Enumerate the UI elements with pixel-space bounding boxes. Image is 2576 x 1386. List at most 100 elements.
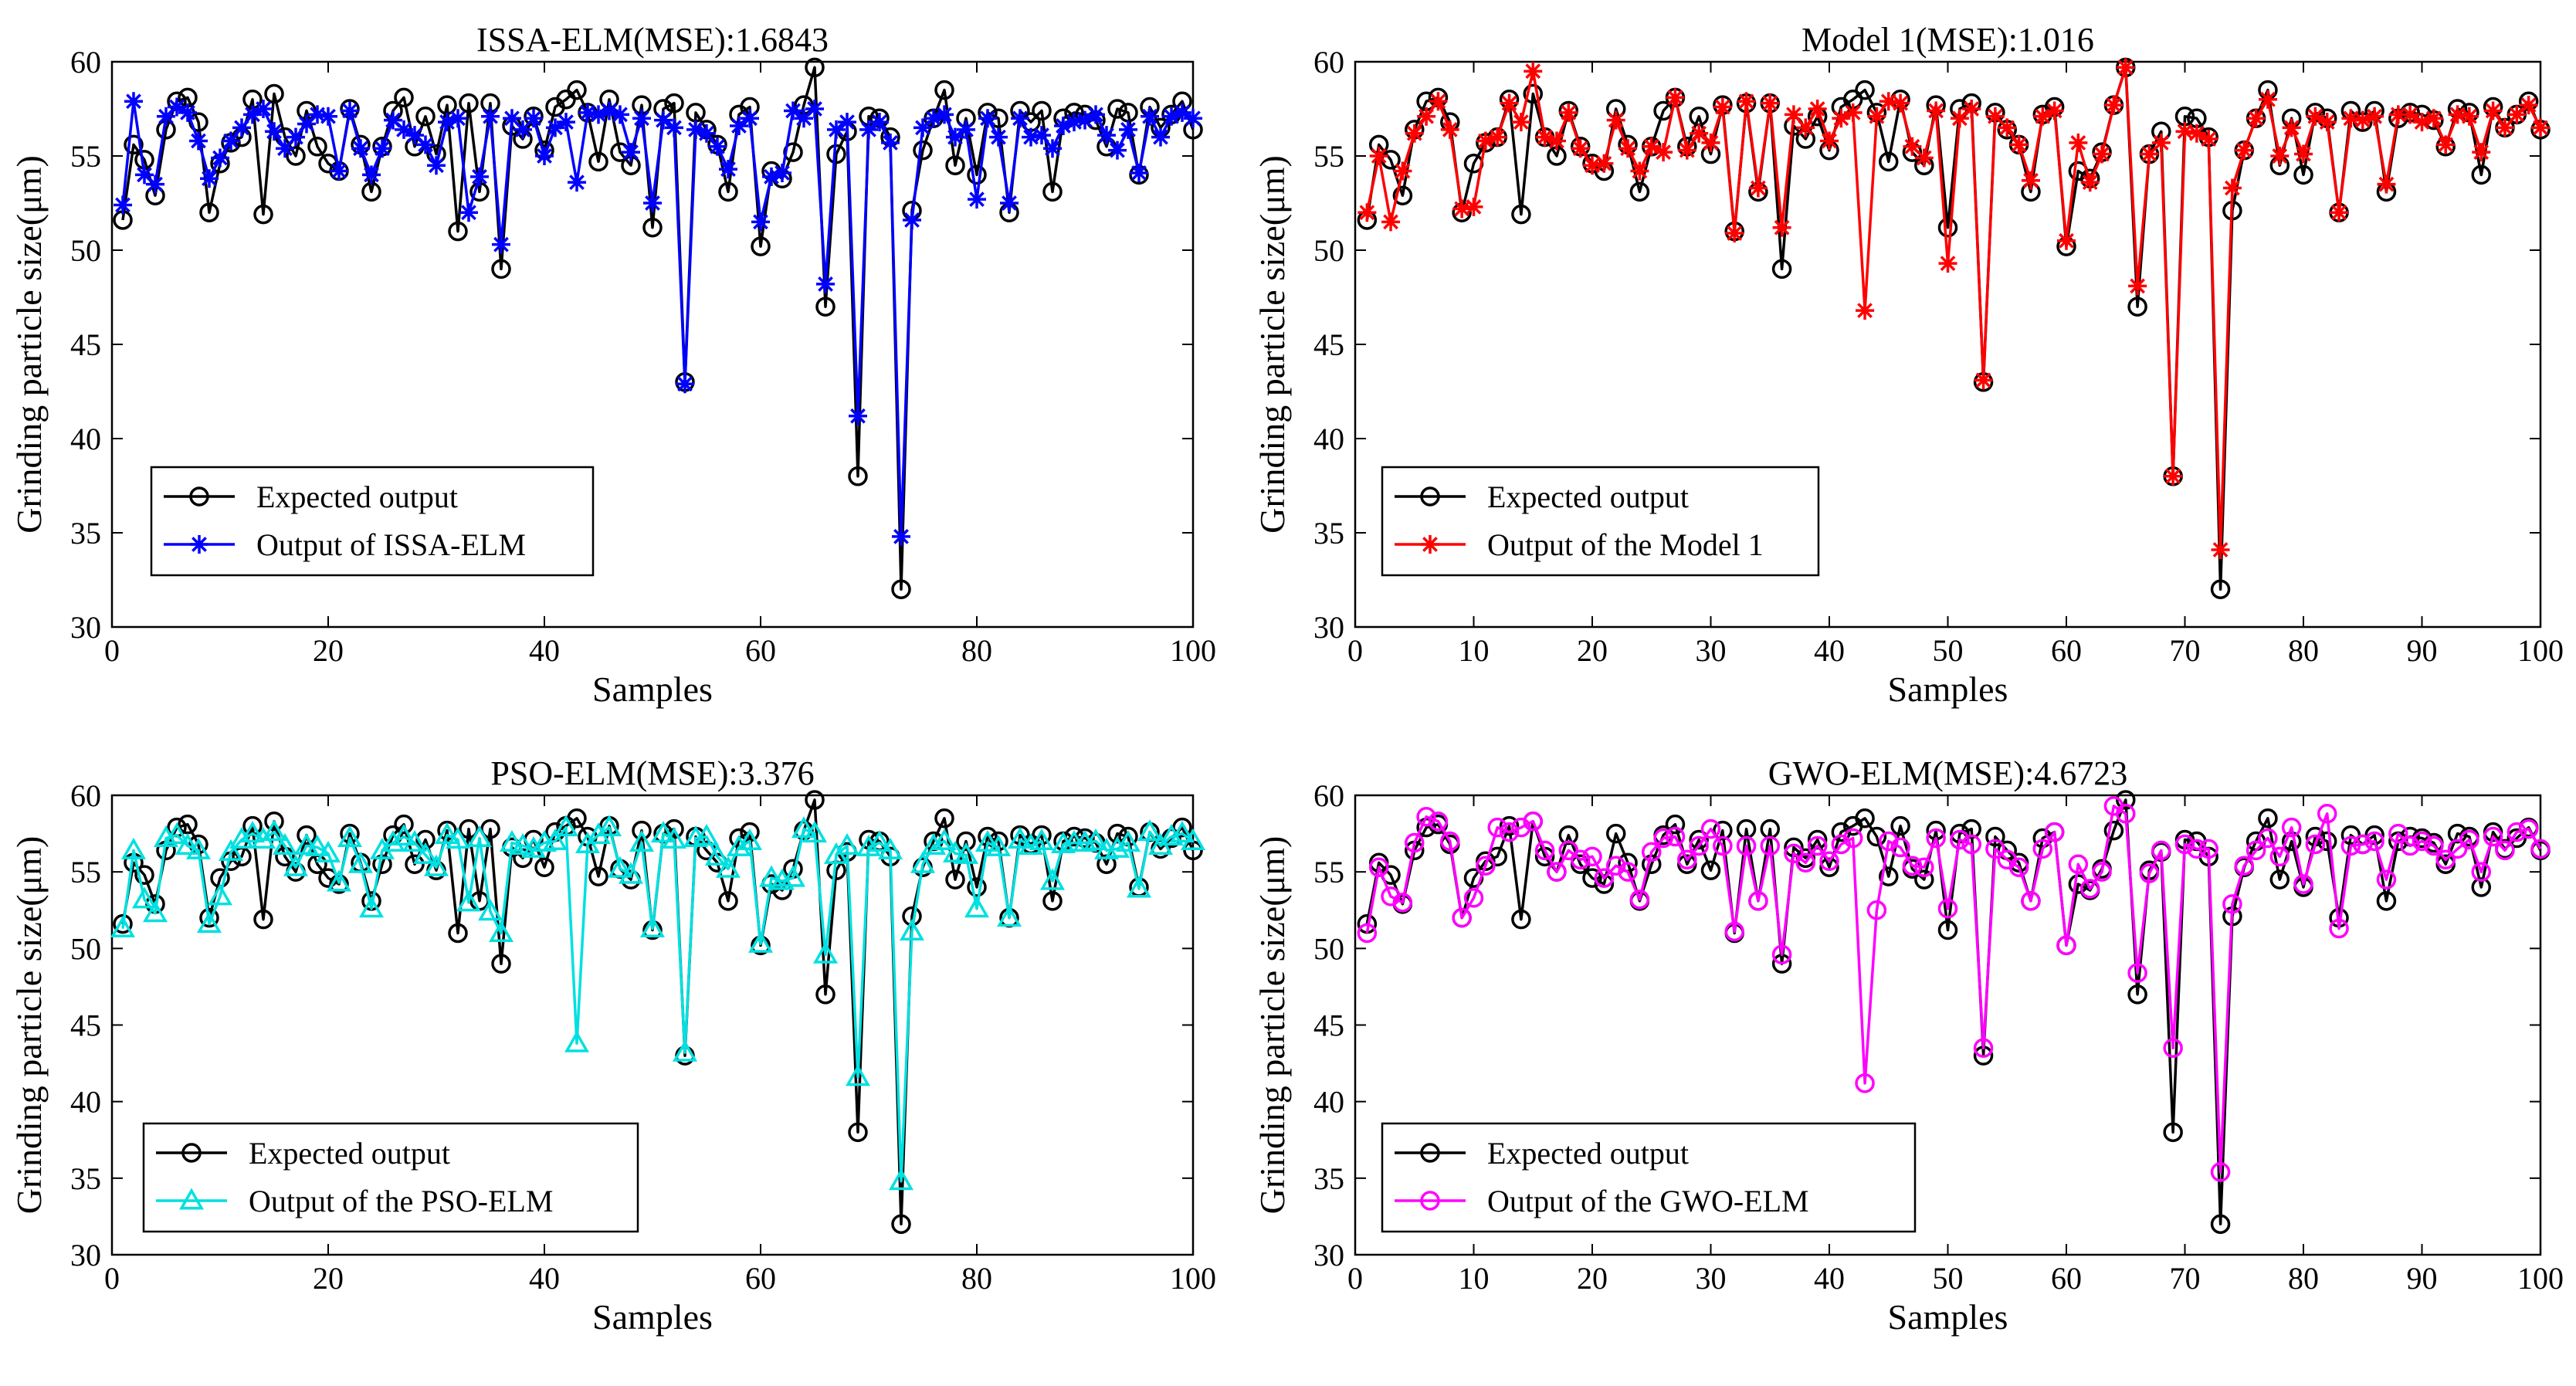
- data-point: [1974, 371, 1993, 390]
- data-point: [470, 167, 489, 186]
- data-point: [1748, 178, 1768, 198]
- data-point: [1368, 857, 1389, 877]
- data-point: [1126, 876, 1152, 898]
- data-point: [1961, 834, 1981, 855]
- x-tick-label: 20: [313, 1261, 344, 1296]
- data-point: [1417, 107, 1436, 126]
- data-point: [1029, 828, 1055, 850]
- data-point: [456, 890, 482, 912]
- data-point: [2069, 133, 2088, 152]
- data-point: [2258, 90, 2277, 109]
- data-point: [557, 113, 575, 132]
- data-point: [2518, 818, 2539, 839]
- data-point: [1866, 826, 1887, 847]
- data-point: [146, 175, 164, 194]
- chart-title: GWO-ELM(MSE):4.6723: [1768, 754, 2128, 792]
- data-point: [199, 202, 219, 222]
- data-point: [588, 866, 608, 886]
- data-point: [1042, 891, 1063, 911]
- data-point: [964, 896, 990, 918]
- data-point: [607, 856, 633, 878]
- data-point: [2235, 141, 2254, 160]
- data-point: [1104, 835, 1130, 858]
- chart-title: ISSA-ELM(MSE):1.6843: [476, 21, 829, 59]
- data-point: [935, 105, 954, 124]
- data-point: [253, 204, 273, 225]
- data-point: [1605, 823, 1626, 844]
- data-point: [1950, 829, 1970, 850]
- data-point: [1713, 835, 1733, 856]
- data-point: [2531, 118, 2550, 137]
- data-point: [211, 148, 229, 168]
- data-point: [827, 120, 846, 139]
- series-line: [1365, 66, 2542, 551]
- data-point: [856, 834, 882, 856]
- data-point: [848, 1122, 868, 1143]
- y-axis-label: Grinding particle size(μm): [1252, 836, 1292, 1215]
- data-point: [1558, 825, 1579, 845]
- data-point: [445, 826, 471, 849]
- legend-marker: [1421, 535, 1439, 554]
- data-point: [1511, 113, 1530, 132]
- data-point: [567, 80, 587, 100]
- data-point: [589, 105, 608, 124]
- data-point: [2045, 101, 2064, 120]
- x-tick-label: 0: [104, 1261, 120, 1296]
- data-point: [2340, 835, 2361, 856]
- data-point: [751, 236, 771, 256]
- data-point: [632, 820, 652, 841]
- data-point: [232, 118, 251, 137]
- data-point: [394, 87, 414, 108]
- data-point: [347, 851, 374, 873]
- data-point: [2341, 109, 2361, 128]
- y-tick-label: 30: [1313, 610, 1344, 645]
- data-point: [438, 113, 456, 132]
- data-point: [578, 103, 597, 122]
- x-tick-label: 100: [1170, 633, 1216, 668]
- data-point: [2519, 96, 2538, 115]
- data-point: [686, 120, 705, 139]
- data-point: [639, 916, 666, 938]
- data-point: [1700, 860, 1721, 880]
- data-point: [2211, 540, 2230, 559]
- data-point: [488, 920, 514, 942]
- x-axis-label: Samples: [1888, 1297, 2008, 1337]
- data-point: [741, 109, 759, 128]
- legend-marker: [1420, 1143, 1440, 1163]
- data-point: [1523, 83, 1543, 104]
- data-point: [1926, 828, 1946, 849]
- data-point: [480, 818, 500, 839]
- data-point: [632, 109, 651, 128]
- data-point: [945, 155, 965, 175]
- series-line: [121, 825, 1195, 1183]
- x-tick-label: 60: [745, 1261, 776, 1296]
- legend-box: [142, 1122, 639, 1233]
- data-point: [520, 835, 547, 858]
- legend-label: Expected output: [1487, 480, 1689, 514]
- data-point: [1618, 862, 1638, 882]
- data-point: [719, 160, 737, 179]
- data-point: [1065, 113, 1083, 132]
- data-point: [394, 814, 414, 835]
- data-point: [2376, 869, 2397, 890]
- data-point: [2128, 276, 2147, 296]
- x-axis-label: Samples: [592, 669, 713, 709]
- data-point: [849, 406, 867, 425]
- data-point: [175, 832, 201, 855]
- data-point: [1511, 817, 1531, 838]
- data-point: [676, 374, 694, 394]
- data-point: [1108, 141, 1127, 160]
- data-point: [848, 466, 868, 486]
- data-point: [2424, 109, 2443, 128]
- y-tick-label: 40: [1313, 422, 1344, 456]
- data-point: [200, 169, 219, 188]
- data-point: [373, 139, 391, 158]
- data-point: [1985, 107, 2005, 126]
- data-point: [178, 103, 197, 122]
- data-point: [2483, 101, 2503, 120]
- data-point: [2222, 894, 2242, 914]
- legend: Expected output Output of the PSO-ELM: [142, 1122, 639, 1233]
- data-point: [1429, 92, 1448, 111]
- data-point: [2459, 107, 2479, 126]
- data-point: [611, 105, 629, 124]
